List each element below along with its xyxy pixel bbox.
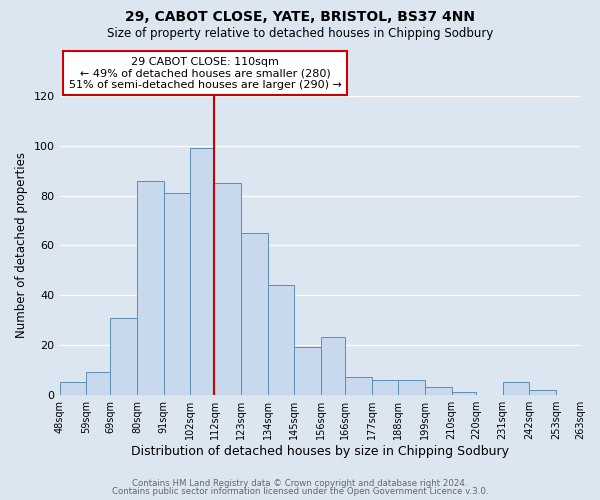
Bar [137, 180, 164, 394]
Bar [425, 387, 452, 394]
X-axis label: Distribution of detached houses by size in Chipping Sodbury: Distribution of detached houses by size … [131, 444, 509, 458]
Text: Contains public sector information licensed under the Open Government Licence v.: Contains public sector information licen… [112, 487, 488, 496]
Text: Contains HM Land Registry data © Crown copyright and database right 2024.: Contains HM Land Registry data © Crown c… [132, 478, 468, 488]
Bar [452, 392, 476, 394]
Bar [164, 193, 190, 394]
Bar [110, 318, 137, 394]
Bar [59, 382, 86, 394]
Bar [345, 378, 372, 394]
Bar [529, 390, 556, 394]
Text: 29 CABOT CLOSE: 110sqm
← 49% of detached houses are smaller (280)
51% of semi-de: 29 CABOT CLOSE: 110sqm ← 49% of detached… [69, 56, 342, 90]
Bar [86, 372, 110, 394]
Bar [241, 233, 268, 394]
Bar [398, 380, 425, 394]
Bar [295, 348, 321, 395]
Bar [321, 338, 345, 394]
Bar [372, 380, 398, 394]
Bar [190, 148, 214, 394]
Text: Size of property relative to detached houses in Chipping Sodbury: Size of property relative to detached ho… [107, 28, 493, 40]
Bar [268, 285, 295, 395]
Bar [214, 183, 241, 394]
Bar [503, 382, 529, 394]
Y-axis label: Number of detached properties: Number of detached properties [15, 152, 28, 338]
Text: 29, CABOT CLOSE, YATE, BRISTOL, BS37 4NN: 29, CABOT CLOSE, YATE, BRISTOL, BS37 4NN [125, 10, 475, 24]
